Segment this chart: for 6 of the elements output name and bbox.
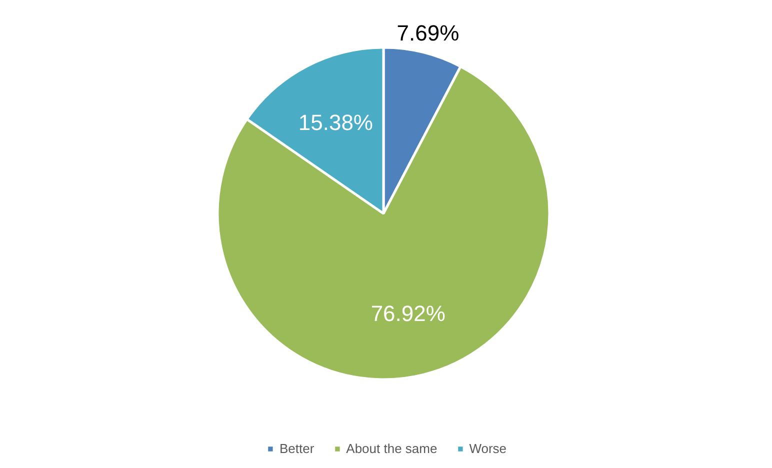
legend-label: About the same: [346, 441, 438, 456]
legend-label: Better: [279, 441, 314, 456]
legend-label: Worse: [469, 441, 507, 456]
data-label: 7.69%: [396, 20, 460, 46]
data-label: 76.92%: [370, 300, 446, 326]
data-label: 15.38%: [298, 110, 373, 135]
